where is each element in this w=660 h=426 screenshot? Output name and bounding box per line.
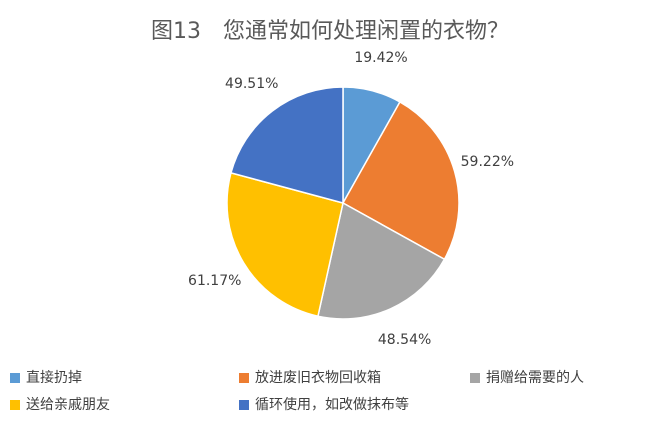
legend-label: 送给亲戚朋友 <box>26 397 110 413</box>
pie-slice <box>230 86 344 204</box>
legend-label: 捐赠给需要的人 <box>486 370 584 386</box>
pie-slice <box>226 171 344 318</box>
data-label: 59.22% <box>461 154 514 170</box>
legend-swatch <box>10 400 20 410</box>
pie-slice <box>341 100 460 261</box>
legend-swatch <box>10 373 20 383</box>
data-label: 19.42% <box>354 50 407 66</box>
data-label: 49.51% <box>225 76 278 92</box>
chart-title: 图13 您通常如何处理闲置的衣物？ <box>151 19 509 44</box>
legend-swatch <box>239 400 249 410</box>
legend-swatch <box>239 373 249 383</box>
legend-label: 放进废旧衣物回收箱 <box>255 370 381 386</box>
pie-slice <box>317 201 446 320</box>
data-label: 48.54% <box>378 332 431 348</box>
legend-swatch <box>470 373 480 383</box>
legend-label: 循环使用，如改做抹布等 <box>255 396 409 413</box>
legend-label: 直接扔掉 <box>26 369 82 386</box>
data-label: 61.17% <box>188 273 241 289</box>
